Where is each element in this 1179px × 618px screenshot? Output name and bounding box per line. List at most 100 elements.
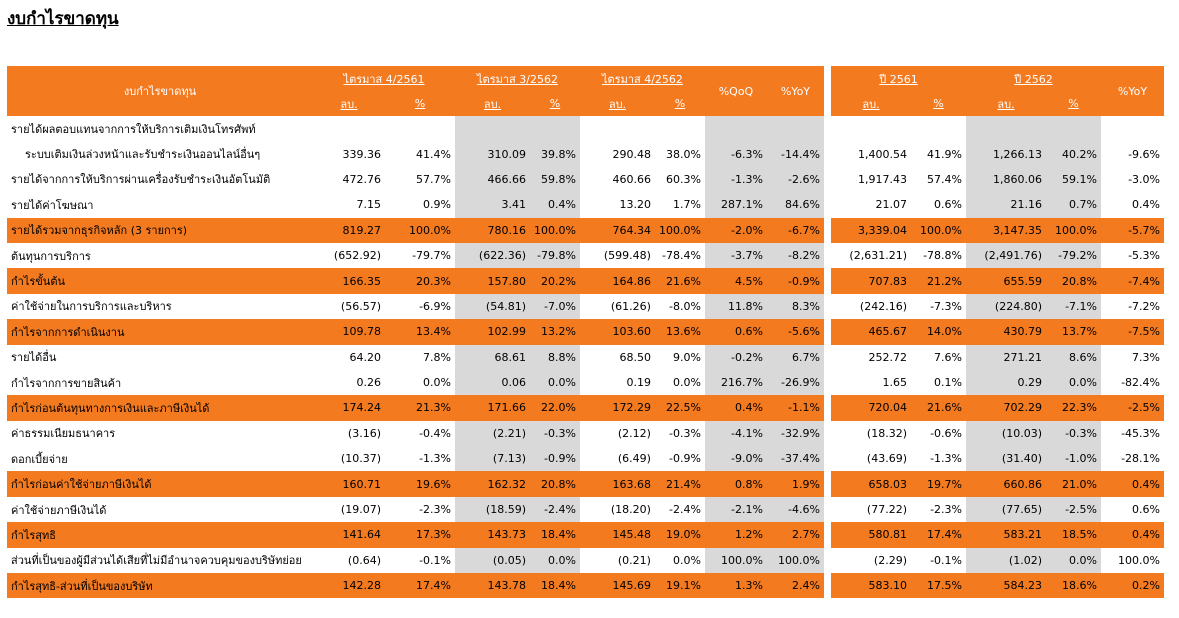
table-cell: 583.21: [966, 522, 1046, 548]
table-cell: [455, 116, 530, 142]
table-cell: 100.0%: [704, 547, 767, 574]
page-title: งบกำไรขาดทุน: [7, 9, 119, 29]
table-cell: (652.92): [333, 249, 381, 263]
table-cell: 0.4%: [704, 395, 767, 421]
period-header-q3-2562[interactable]: ไตรมาส 3/2562: [455, 66, 580, 91]
table-cell: 1.7%: [673, 198, 701, 212]
table-cell: 0.29: [966, 369, 1046, 396]
table-cell: 13.4%: [385, 319, 455, 345]
row-label: รายได้อื่น: [11, 351, 57, 365]
table-cell: 38.0%: [666, 147, 701, 161]
table-cell: 8.3%: [766, 293, 824, 320]
period-header-2562[interactable]: ปี 2562: [966, 66, 1101, 91]
table-row: (18.32) -0.6% (10.03) -0.3% -45.3%: [831, 420, 1164, 447]
table-cell: (2.12): [617, 426, 651, 440]
table-cell: 216.7%: [704, 369, 767, 396]
table-cell: -1.3%: [930, 452, 962, 466]
table-cell: 0.0%: [1046, 547, 1101, 574]
table-cell: 20.8%: [530, 471, 580, 497]
table-cell: (224.80): [966, 293, 1046, 320]
period-header-q4-2561[interactable]: ไตรมาส 4/2561: [313, 66, 455, 91]
table-cell: 59.1%: [1046, 166, 1101, 193]
table-cell: 100.0%: [1046, 217, 1101, 243]
table-cell: 1,860.06: [966, 166, 1046, 193]
table-cell: 143.73: [455, 522, 530, 548]
table-cell: 0.8%: [704, 471, 767, 497]
table-cell: 160.71: [313, 471, 385, 497]
table-cell: 465.67: [831, 319, 911, 345]
table-cell: [655, 116, 705, 141]
table-cell: 18.5%: [1046, 522, 1101, 548]
table-cell: [313, 116, 385, 141]
row-label: รายได้ผลตอบแทนจากการให้บริการเติมเงินโทร…: [11, 122, 256, 136]
table-cell: [966, 116, 1046, 142]
table-cell: [530, 116, 580, 142]
table-row: กำไรก่อนค่าใช้จ่ายภาษีเงินได้ 160.71 19.6%…: [7, 471, 824, 497]
quarterly-table-body: รายได้ผลตอบแทนจากการให้บริการเติมเงินโทร…: [7, 116, 824, 599]
table-row: รายได้ผลตอบแทนจากการให้บริการเติมเงินโทร…: [7, 116, 824, 142]
table-cell: 18.4%: [530, 573, 580, 599]
table-cell: [1046, 116, 1101, 142]
table-cell: -2.3%: [930, 503, 962, 517]
table-cell: 0.0%: [530, 547, 580, 574]
table-cell: 0.0%: [673, 376, 701, 390]
table-cell: -0.1%: [930, 553, 962, 567]
table-cell: 17.3%: [385, 522, 455, 548]
table-cell: -0.9%: [766, 268, 824, 294]
row-label: ค่าใช้จ่ายในการบริการและบริหาร: [11, 300, 172, 314]
table-cell: 22.0%: [530, 395, 580, 421]
table-cell: 157.80: [455, 268, 530, 294]
period-header-q4-2562[interactable]: ไตรมาส 4/2562: [579, 66, 705, 91]
table-row: ส่วนที่เป็นของผู้มีส่วนได้เสียที่ไม่มีอำ…: [7, 547, 824, 574]
table-cell: -1.3%: [704, 166, 767, 193]
table-cell: 290.48: [612, 147, 651, 161]
row-label: ค่าธรรมเนียมธนาคาร: [11, 427, 116, 441]
table-cell: -2.1%: [704, 496, 767, 523]
table-cell: 310.09: [455, 141, 530, 167]
table-cell: 0.1%: [934, 376, 962, 390]
table-cell: 21.07: [875, 198, 908, 212]
table-cell: [704, 116, 767, 142]
table-cell: (56.57): [340, 299, 381, 313]
table-cell: 21.6%: [911, 395, 966, 421]
table-cell: 6.7%: [766, 344, 824, 370]
table-cell: -7.1%: [1046, 293, 1101, 320]
table-row: ระบบเติมเงินล่วงหน้าและรับชำระเงินออนไลน…: [7, 141, 824, 167]
row-label: รายได้รวมจากธุรกิจหลัก (3 รายการ): [7, 217, 313, 243]
table-cell: 7.15: [356, 198, 382, 212]
table-cell: 20.2%: [530, 268, 580, 294]
quarterly-income-table: งบกำไรขาดทุน ไตรมาส 4/2561 ไตรมาส 3/2562…: [7, 66, 824, 599]
table-row: 720.04 21.6% 702.29 22.3% -2.5%: [831, 395, 1164, 421]
table-cell: (242.16): [859, 299, 907, 313]
table-cell: 0.0%: [1046, 369, 1101, 396]
table-cell: -6.3%: [704, 141, 767, 167]
table-cell: -0.3%: [669, 426, 701, 440]
table-row: (77.22) -2.3% (77.65) -2.5% 0.6%: [831, 496, 1164, 523]
table-cell: -2.4%: [530, 496, 580, 523]
table-cell: 142.28: [313, 573, 385, 599]
table-cell: 0.0%: [530, 369, 580, 396]
row-label: ส่วนที่เป็นของผู้มีส่วนได้เสียที่ไม่มีอำ…: [11, 554, 302, 568]
table-cell: -2.5%: [1101, 395, 1164, 421]
table-cell: -3.7%: [704, 242, 767, 269]
table-row: รายได้จากการให้บริการผ่านเครื่องรับชำระเ…: [7, 166, 824, 193]
table-cell: -9.0%: [704, 446, 767, 472]
table-cell: 1.9%: [766, 471, 824, 497]
table-cell: -6.9%: [419, 299, 451, 313]
table-cell: (0.05): [455, 547, 530, 574]
table-cell: 0.4%: [1132, 198, 1160, 212]
period-header-2561[interactable]: ปี 2561: [831, 66, 966, 91]
table-cell: (61.26): [610, 299, 651, 313]
table-cell: (599.48): [603, 249, 651, 263]
table-cell: -2.0%: [704, 217, 767, 243]
table-cell: (18.59): [455, 496, 530, 523]
row-label: กำไรสุทธิ: [7, 522, 313, 548]
unit-amount-header: ลบ.: [831, 91, 911, 116]
table-cell: -28.1%: [1121, 452, 1160, 466]
table-cell: (10.37): [340, 452, 381, 466]
row-label: กำไรก่อนต้นทุนทางการเงินและภาษีเงินได้: [7, 395, 313, 421]
table-cell: -4.1%: [704, 420, 767, 447]
table-cell: 11.8%: [704, 293, 767, 320]
table-cell: [1101, 116, 1164, 141]
table-cell: -5.6%: [766, 319, 824, 345]
